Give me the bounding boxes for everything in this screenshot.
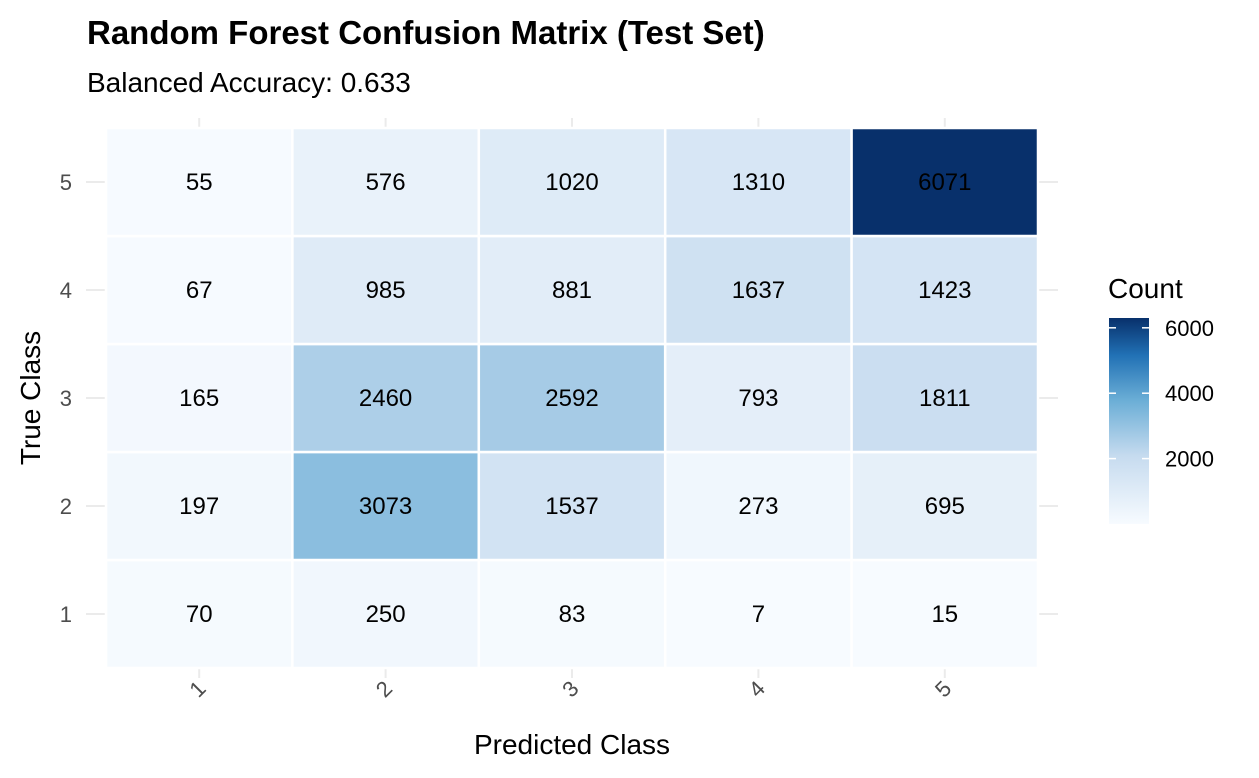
heatmap-cell [104,450,294,562]
heatmap-cell [663,450,853,562]
heatmap-cells [104,126,1040,670]
chart-title: Random Forest Confusion Matrix (Test Set… [87,14,765,51]
cell-value-label: 695 [925,493,965,520]
cell-value-label: 2592 [545,385,598,412]
cell-value-label: 15 [931,601,958,628]
cell-value-label: 3073 [359,493,412,520]
y-tick-label: 1 [60,602,72,627]
heatmap-cell [291,450,481,562]
heatmap-cell [477,558,667,670]
y-axis-ticks: 1 2 3 4 5 [60,170,96,627]
heatmap-cell [291,342,481,454]
cell-value-label: 793 [738,385,778,412]
cell-value-label: 1423 [918,277,971,304]
cell-value-label: 6071 [918,169,971,196]
heatmap-cell [104,126,294,238]
cell-value-label: 250 [366,601,406,628]
heatmap-cell [850,450,1040,562]
cell-value-label: 985 [366,277,406,304]
x-axis-title: Predicted Class [474,729,670,760]
heatmap-cell [850,126,1040,238]
cell-value-label: 576 [366,169,406,196]
legend-colorbar [1109,318,1149,524]
color-legend: Count 2000 4000 6000 [1108,273,1214,524]
cell-value-label: 273 [738,493,778,520]
x-tick-label: 5 [930,676,956,702]
heatmap-cell [663,558,853,670]
cell-value-label: 2460 [359,385,412,412]
cell-value-label: 55 [186,169,213,196]
legend-ticks: 2000 4000 6000 [1109,316,1214,472]
heatmap-cell [477,342,667,454]
cell-value-label: 83 [559,601,586,628]
legend-title: Count [1108,273,1183,304]
heatmap-cell [477,450,667,562]
cell-value-label: 197 [179,493,219,520]
y-tick-label: 2 [60,494,72,519]
x-tick-label: 3 [557,676,583,702]
cell-value-label: 1537 [545,493,598,520]
legend-tick-label: 6000 [1165,316,1214,341]
cell-value-label: 1310 [732,169,785,196]
heatmap-cell [291,558,481,670]
y-axis-title: True Class [15,331,46,465]
x-tick-label: 1 [184,676,210,702]
legend-tick-label: 4000 [1165,381,1214,406]
legend-tick-label: 2000 [1165,447,1214,472]
y-tick-label: 3 [60,386,72,411]
heatmap-cell [104,234,294,346]
cell-value-label: 1020 [545,169,598,196]
cell-value-label: 7 [752,601,765,628]
heatmap-cell [104,342,294,454]
heatmap-cell [291,234,481,346]
cell-value-label: 70 [186,601,213,628]
cell-value-label: 881 [552,277,592,304]
heatmap-cell-labels: 70 250 83 7 15 197 3073 1537 273 695 165 2460 2592 79… [179,169,971,628]
heatmap-cell [850,234,1040,346]
x-tick-label: 4 [744,676,770,702]
cell-value-label: 1811 [919,385,971,412]
chart-subtitle: Balanced Accuracy: 0.633 [87,67,411,98]
x-tick-label: 2 [371,676,397,702]
heatmap-cell [850,558,1040,670]
y-tick-label: 4 [60,278,72,303]
x-axis-ticks: 1 2 3 4 5 [184,676,956,702]
heatmap-cell [663,126,853,238]
cell-value-label: 165 [179,385,219,412]
cell-value-label: 1637 [732,277,785,304]
y-tick-label: 5 [60,170,72,195]
cell-value-label: 67 [186,277,213,304]
